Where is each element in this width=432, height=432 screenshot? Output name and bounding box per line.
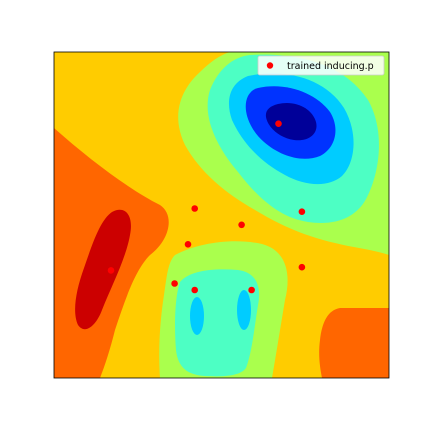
contour-orange-bottom-right-region xyxy=(319,308,389,378)
inducing-point-10 xyxy=(298,263,306,271)
inducing-point-7 xyxy=(171,280,178,287)
inducing-point-5 xyxy=(184,241,192,248)
contour-cyan-lower-left-blob xyxy=(190,297,204,335)
contour-field xyxy=(54,52,389,378)
inducing-point-9 xyxy=(248,286,255,294)
contour-darkblue-core xyxy=(265,102,317,141)
inducing-points xyxy=(107,120,306,294)
inducing-point-3 xyxy=(238,221,245,229)
legend-marker xyxy=(266,62,274,69)
axes-frame xyxy=(53,51,390,379)
legend-box xyxy=(257,55,385,76)
contour-aqua-lower-region xyxy=(175,269,260,377)
inducing-point-8 xyxy=(191,286,198,294)
inducing-point-2 xyxy=(191,205,198,212)
inducing-point-6 xyxy=(107,267,115,274)
legend-label: trained inducing.p xyxy=(287,61,374,72)
contour-red-left-core xyxy=(75,209,131,330)
legend: trained inducing.p xyxy=(257,55,385,76)
inducing-point-1 xyxy=(275,120,282,127)
contour-cyan-lower-right-blob xyxy=(237,290,251,330)
inducing-point-4 xyxy=(298,208,306,215)
